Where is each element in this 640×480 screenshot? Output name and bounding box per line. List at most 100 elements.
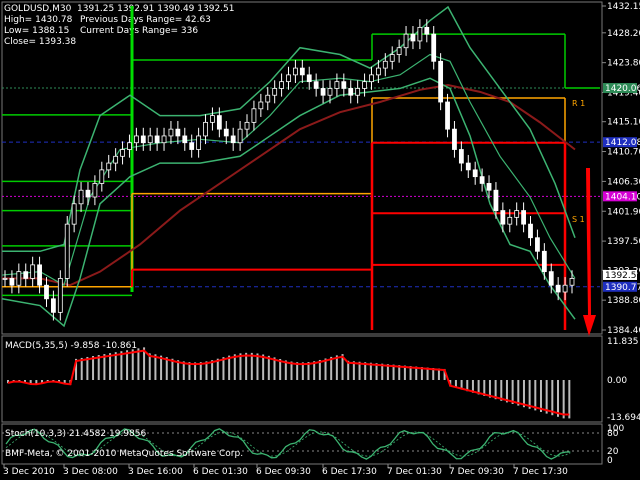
price-tick-label: 1397.50 bbox=[607, 237, 640, 247]
candle-body bbox=[2, 278, 8, 280]
candle-body bbox=[306, 74, 312, 83]
candle-body bbox=[133, 135, 139, 144]
stoch-tick-label: 80 bbox=[607, 429, 619, 439]
candle-body bbox=[279, 81, 284, 89]
candle-body bbox=[51, 298, 56, 313]
candle-body bbox=[64, 223, 70, 279]
candle-body bbox=[493, 189, 499, 211]
stoch-tick-label: 100 bbox=[607, 424, 624, 434]
candle-body bbox=[452, 128, 457, 150]
candle-body bbox=[120, 149, 125, 157]
candle-body bbox=[85, 189, 91, 198]
macd-frame bbox=[1, 335, 603, 423]
candle-body bbox=[244, 121, 250, 130]
candle-body bbox=[71, 203, 77, 225]
candle-body bbox=[562, 284, 568, 293]
price-tick-label: 1428.20 bbox=[607, 29, 640, 39]
stoch-signal-line bbox=[5, 431, 571, 457]
candle-body bbox=[403, 33, 409, 49]
price-tick-label: 1388.80 bbox=[607, 296, 640, 306]
candle-body bbox=[57, 278, 63, 313]
candle-body bbox=[313, 81, 319, 89]
candle-body bbox=[548, 271, 554, 286]
time-tick-label: 7 Dec 17:30 bbox=[513, 467, 568, 477]
time-tick-label: 7 Dec 09:30 bbox=[449, 467, 504, 477]
candle-body bbox=[258, 101, 264, 110]
candles bbox=[2, 19, 575, 321]
candle-body bbox=[251, 108, 257, 123]
candle-body bbox=[472, 169, 478, 178]
price-tick-label: 1406.30 bbox=[607, 177, 640, 187]
price-tick-label: 1432.15 bbox=[607, 2, 640, 12]
candle-body bbox=[237, 128, 243, 144]
candle-body bbox=[486, 183, 492, 191]
candle-body bbox=[375, 67, 381, 76]
current-range-info: Current Days Range= 336 bbox=[80, 26, 199, 36]
stoch-frame bbox=[1, 423, 603, 465]
candle-body bbox=[182, 135, 188, 144]
candle-body bbox=[507, 216, 513, 225]
candle-body bbox=[210, 115, 215, 123]
candle-body bbox=[348, 88, 354, 96]
macd-tick-label: 0.00 bbox=[607, 376, 627, 386]
candle-body bbox=[334, 81, 340, 89]
price-badge bbox=[603, 281, 637, 292]
price-tick-label: 1401.90 bbox=[607, 207, 640, 217]
price-badge-label: 1412.08 bbox=[605, 138, 640, 148]
price-badge bbox=[603, 83, 637, 94]
price-tick-label: 1419.40 bbox=[607, 89, 640, 99]
macd-label: MACD(5,35,5) -9.858 -10.861 bbox=[5, 341, 137, 351]
candle-body bbox=[341, 81, 347, 89]
candle-body bbox=[189, 142, 195, 150]
time-tick-label: 3 Dec 16:00 bbox=[128, 467, 183, 477]
candle-body bbox=[161, 135, 167, 144]
candle-body bbox=[113, 155, 119, 164]
price-axis: 1432.15 1428.20 1423.80 1419.40 1415.10 1410.… bbox=[602, 2, 640, 336]
candle-body bbox=[16, 271, 22, 286]
time-tick-label: 3 Dec 08:00 bbox=[63, 467, 118, 477]
candle-body bbox=[327, 88, 333, 96]
r1-label: R 1 bbox=[572, 99, 585, 108]
candle-body bbox=[203, 121, 208, 137]
time-tick-label: 6 Dec 01:30 bbox=[193, 467, 248, 477]
candle-body bbox=[465, 162, 471, 171]
candle-body bbox=[514, 210, 520, 218]
candle-body bbox=[535, 237, 540, 252]
price-badge bbox=[603, 137, 637, 148]
price-badge-label: 1420.06 bbox=[605, 84, 640, 94]
s1-label: S 1 bbox=[572, 215, 585, 224]
candle-body bbox=[30, 264, 36, 279]
close-info: Close= 1393.38 bbox=[4, 37, 77, 47]
candle-body bbox=[196, 135, 202, 150]
candle-body bbox=[541, 250, 547, 273]
candle-body bbox=[140, 135, 146, 144]
candle-body bbox=[355, 88, 361, 96]
macd-panel: 11.835 0.00 -13.694 bbox=[7, 337, 640, 423]
candle-body bbox=[569, 278, 575, 286]
price-tick-label: 1384.40 bbox=[607, 326, 640, 336]
candle-body bbox=[389, 54, 395, 62]
low-info: Low= 1388.15 bbox=[4, 26, 70, 36]
candle-body bbox=[299, 67, 305, 76]
candle-body bbox=[223, 128, 229, 137]
candle-body bbox=[92, 183, 98, 198]
stoch-tick-label: 0 bbox=[607, 456, 613, 466]
copyright-text: BMF-Meta, © 2001-2010 MetaQuotes Softwar… bbox=[5, 449, 243, 459]
candle-body bbox=[417, 26, 423, 42]
stoch-main-line bbox=[5, 428, 571, 460]
candle-body bbox=[99, 169, 105, 184]
candle-body bbox=[216, 115, 222, 130]
candle-body bbox=[286, 74, 291, 83]
candle-body bbox=[154, 135, 160, 144]
candle-body bbox=[44, 284, 49, 300]
candle-body bbox=[528, 223, 533, 239]
envelope-bands bbox=[1, 5, 576, 328]
level-lines bbox=[2, 6, 600, 336]
macd-tick-label: 11.835 bbox=[607, 337, 639, 347]
stoch-label: Stoch(10,3,3) 21.4582 19.9856 bbox=[5, 429, 146, 439]
price-badge bbox=[603, 191, 637, 202]
candle-body bbox=[23, 271, 29, 279]
upper-band-line bbox=[2, 5, 576, 253]
time-tick-label: 6 Dec 09:30 bbox=[256, 467, 311, 477]
